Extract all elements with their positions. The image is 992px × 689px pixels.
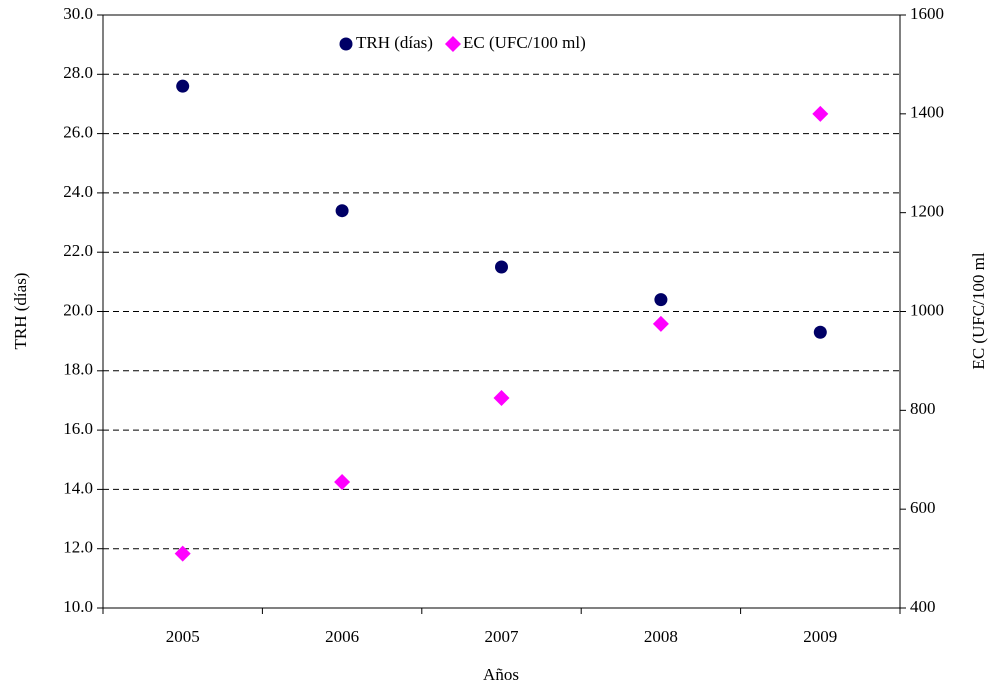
x-tick-label: 2007 xyxy=(485,627,520,646)
plot-frame xyxy=(102,14,901,609)
data-point xyxy=(812,105,829,122)
y-axis-title: TRH (días) xyxy=(11,273,30,350)
data-point xyxy=(495,260,508,274)
y2-tick-label: 800 xyxy=(910,399,936,418)
y2-tick-label: 1000 xyxy=(910,300,944,319)
legend-label: EC (UFC/100 ml) xyxy=(463,33,586,52)
data-point xyxy=(176,79,190,93)
y-tick-label: 10.0 xyxy=(63,597,93,616)
data-point xyxy=(813,325,827,339)
data-point xyxy=(174,545,191,562)
y2-tick-label: 1400 xyxy=(910,103,944,122)
legend-marker xyxy=(339,37,353,51)
data-point xyxy=(654,293,668,307)
x-tick-label: 2005 xyxy=(166,627,200,646)
y-tick-label: 26.0 xyxy=(63,123,93,142)
y-tick-label: 24.0 xyxy=(63,182,93,201)
y-tick-label: 30.0 xyxy=(63,4,93,23)
y-tick-label: 12.0 xyxy=(63,538,93,557)
y-tick-label: 22.0 xyxy=(63,241,93,260)
y2-tick-label: 1600 xyxy=(910,4,944,23)
x-axis-title: Años xyxy=(483,665,519,684)
x-tick-label: 2006 xyxy=(325,627,359,646)
data-point xyxy=(335,204,349,218)
x-tick-label: 2009 xyxy=(803,627,837,646)
y2-tick-label: 600 xyxy=(910,498,936,517)
y2-axis-title: EC (UFC/100 ml xyxy=(969,252,988,369)
data-point xyxy=(493,389,510,406)
legend-label: TRH (días) xyxy=(356,33,433,52)
y-tick-label: 20.0 xyxy=(63,300,93,319)
x-tick-label: 2008 xyxy=(644,627,678,646)
y2-tick-label: 400 xyxy=(910,597,936,616)
y-tick-label: 18.0 xyxy=(63,360,93,379)
y-tick-label: 14.0 xyxy=(63,478,93,497)
y2-tick-label: 1200 xyxy=(910,202,944,221)
data-point xyxy=(334,473,351,490)
y-tick-label: 28.0 xyxy=(63,63,93,82)
data-point xyxy=(652,315,669,332)
y-tick-label: 16.0 xyxy=(63,419,93,438)
legend-marker xyxy=(444,36,461,52)
